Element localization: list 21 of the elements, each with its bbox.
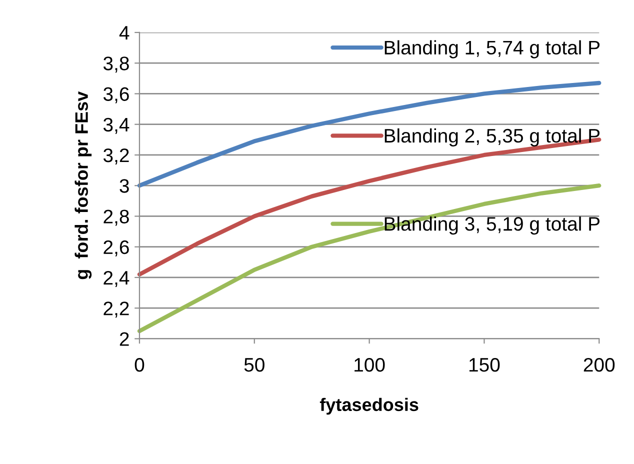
line-series <box>137 184 602 334</box>
y-tick-label: 2,2 <box>104 302 129 318</box>
y-tick-label: 3,6 <box>103 87 129 104</box>
y-axis-title: g ford. fosfor pr FEsv <box>74 91 92 280</box>
y-tick-label: 3 <box>120 179 129 193</box>
x-tick-label: 200 <box>584 358 615 372</box>
y-tick-label: 2,4 <box>104 270 130 288</box>
y-tick-label: 2,6 <box>104 240 129 256</box>
x-tick-label: 0 <box>134 358 144 372</box>
legend-label: Blanding 1, 5,74 g total P <box>384 40 600 58</box>
x-tick-label: 100 <box>354 358 385 372</box>
x-tick-label: 150 <box>469 358 500 372</box>
y-tick-label: 4 <box>119 26 130 40</box>
y-tick-label: 2 <box>120 332 129 346</box>
x-tick-label: 50 <box>244 358 264 372</box>
y-tick-label: 2,8 <box>104 210 129 226</box>
x-axis-title: fytasedosis <box>320 398 418 415</box>
y-tick-label: 3,4 <box>103 118 130 134</box>
y-tick-label: 3,8 <box>103 56 129 73</box>
y-tick-label: 3,2 <box>103 148 129 165</box>
line-series <box>137 80 602 188</box>
